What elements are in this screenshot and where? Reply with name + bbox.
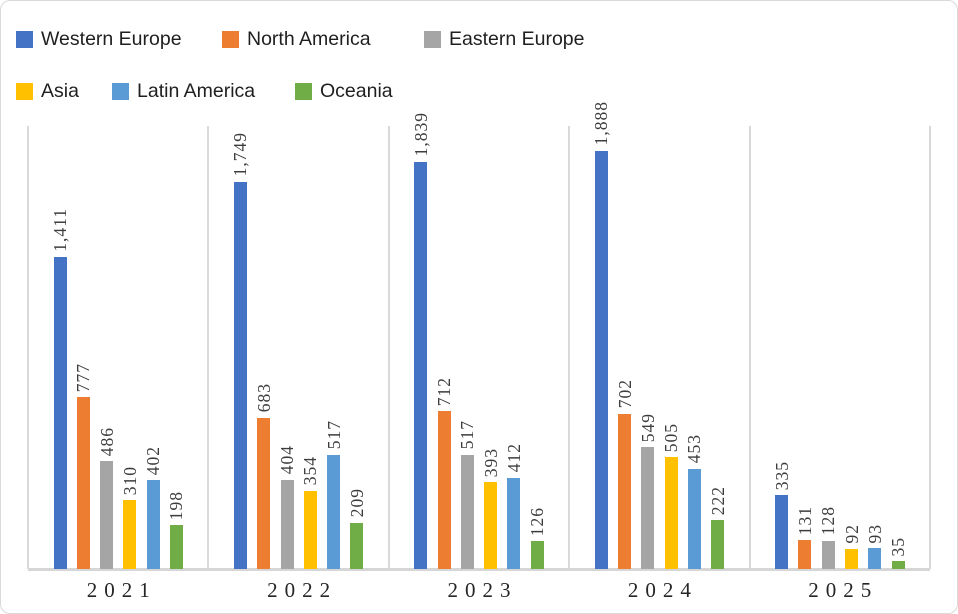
bar-value-label: 517 <box>457 420 478 450</box>
legend-label: Latin America <box>137 80 256 102</box>
legend-label: Oceania <box>320 80 393 102</box>
bar-value-label: 1,411 <box>50 207 70 252</box>
legend-label: Asia <box>41 80 79 102</box>
bar-value-label: 92 <box>841 524 862 544</box>
bar-value-label: 222 <box>707 485 728 515</box>
bar <box>169 525 183 569</box>
bar-value-label: 517 <box>323 420 344 450</box>
bar-value-label: 1,749 <box>230 132 251 177</box>
bar <box>711 519 725 569</box>
bar-value-label: 335 <box>771 460 792 490</box>
gridline <box>748 126 751 569</box>
bar <box>123 500 137 569</box>
x-axis-tick-label: 2025 <box>808 578 879 602</box>
bar <box>868 548 882 569</box>
legend-item: Latin America <box>112 81 255 101</box>
bar <box>303 490 317 569</box>
bar-value-label: 310 <box>119 466 140 496</box>
bar-value-label: 777 <box>73 362 94 392</box>
legend-swatch-icon <box>222 30 239 48</box>
gridline <box>568 126 571 569</box>
bar <box>891 561 905 569</box>
bar <box>507 477 521 569</box>
bar <box>775 494 789 569</box>
bar-value-label: 128 <box>818 506 839 536</box>
bar <box>845 548 858 569</box>
bar <box>437 411 451 569</box>
legend-item: Oceania <box>295 81 393 101</box>
bar-value-label: 549 <box>637 413 658 443</box>
bar <box>618 413 631 569</box>
bar <box>76 396 90 569</box>
bar-value-label: 209 <box>346 488 367 518</box>
bar <box>414 161 428 569</box>
bar <box>257 417 271 569</box>
legend-swatch-icon <box>424 30 441 48</box>
bar-value-label: 412 <box>503 443 524 473</box>
bar <box>594 150 608 569</box>
bar-value-label: 1,888 <box>591 101 612 146</box>
bar-value-label: 402 <box>143 445 164 475</box>
bar <box>280 479 294 569</box>
legend-label: Western Europe <box>41 28 182 50</box>
bar <box>146 480 160 569</box>
gridline <box>207 126 210 569</box>
bar-value-label: 486 <box>96 427 117 457</box>
bar-value-label: 1,839 <box>410 112 431 157</box>
bar <box>100 461 114 569</box>
bar-value-label: 93 <box>864 523 885 544</box>
bar-value-label: 393 <box>480 447 501 477</box>
bar-value-label: 354 <box>300 456 321 486</box>
x-axis-tick-label: 2023 <box>447 578 518 602</box>
bar <box>350 522 364 569</box>
plot-area: 1,411 777 486 310 402 198 1,749 683 404 354 517 209… <box>27 101 931 571</box>
x-axis-tick-label: 2024 <box>627 578 698 602</box>
bar <box>641 447 655 569</box>
bar <box>53 256 67 569</box>
bar <box>530 541 544 569</box>
bar <box>798 540 812 569</box>
legend-swatch-icon <box>295 82 312 100</box>
bar <box>233 181 247 569</box>
bar <box>327 454 341 569</box>
legend-swatch-icon <box>16 82 33 100</box>
bar-value-label: 712 <box>434 377 455 407</box>
legend-label: Eastern Europe <box>449 28 585 50</box>
bar-value-label: 683 <box>253 383 274 413</box>
legend-item: Western Europe <box>16 29 182 49</box>
x-axis-tick-label: 2022 <box>267 578 338 602</box>
gridline <box>929 126 931 569</box>
bar <box>484 482 498 569</box>
bar-value-label: 126 <box>527 506 548 537</box>
legend-item: North America <box>222 29 371 49</box>
legend: Western Europe North America Eastern Europ… <box>1 1 957 111</box>
bar-value-label: 404 <box>277 445 297 475</box>
gridline <box>27 126 29 569</box>
legend-item: Eastern Europe <box>424 29 585 49</box>
bar <box>687 468 701 569</box>
legend-label: North America <box>247 28 371 50</box>
bar-value-label: 198 <box>166 490 187 521</box>
legend-swatch-icon <box>16 30 33 48</box>
bar <box>821 540 835 569</box>
bar <box>460 454 474 569</box>
bar-value-label: 702 <box>614 379 635 409</box>
bar-value-label: 35 <box>888 536 909 557</box>
gridline <box>387 126 390 569</box>
bar <box>664 457 678 569</box>
x-axis-line <box>28 568 930 571</box>
bar-value-label: 131 <box>794 505 815 535</box>
x-axis-tick-label: 2021 <box>86 578 157 602</box>
legend-item: Asia <box>16 81 79 101</box>
bar-value-label: 453 <box>684 434 705 464</box>
bar-value-label: 505 <box>661 422 682 453</box>
legend-swatch-icon <box>112 82 129 100</box>
